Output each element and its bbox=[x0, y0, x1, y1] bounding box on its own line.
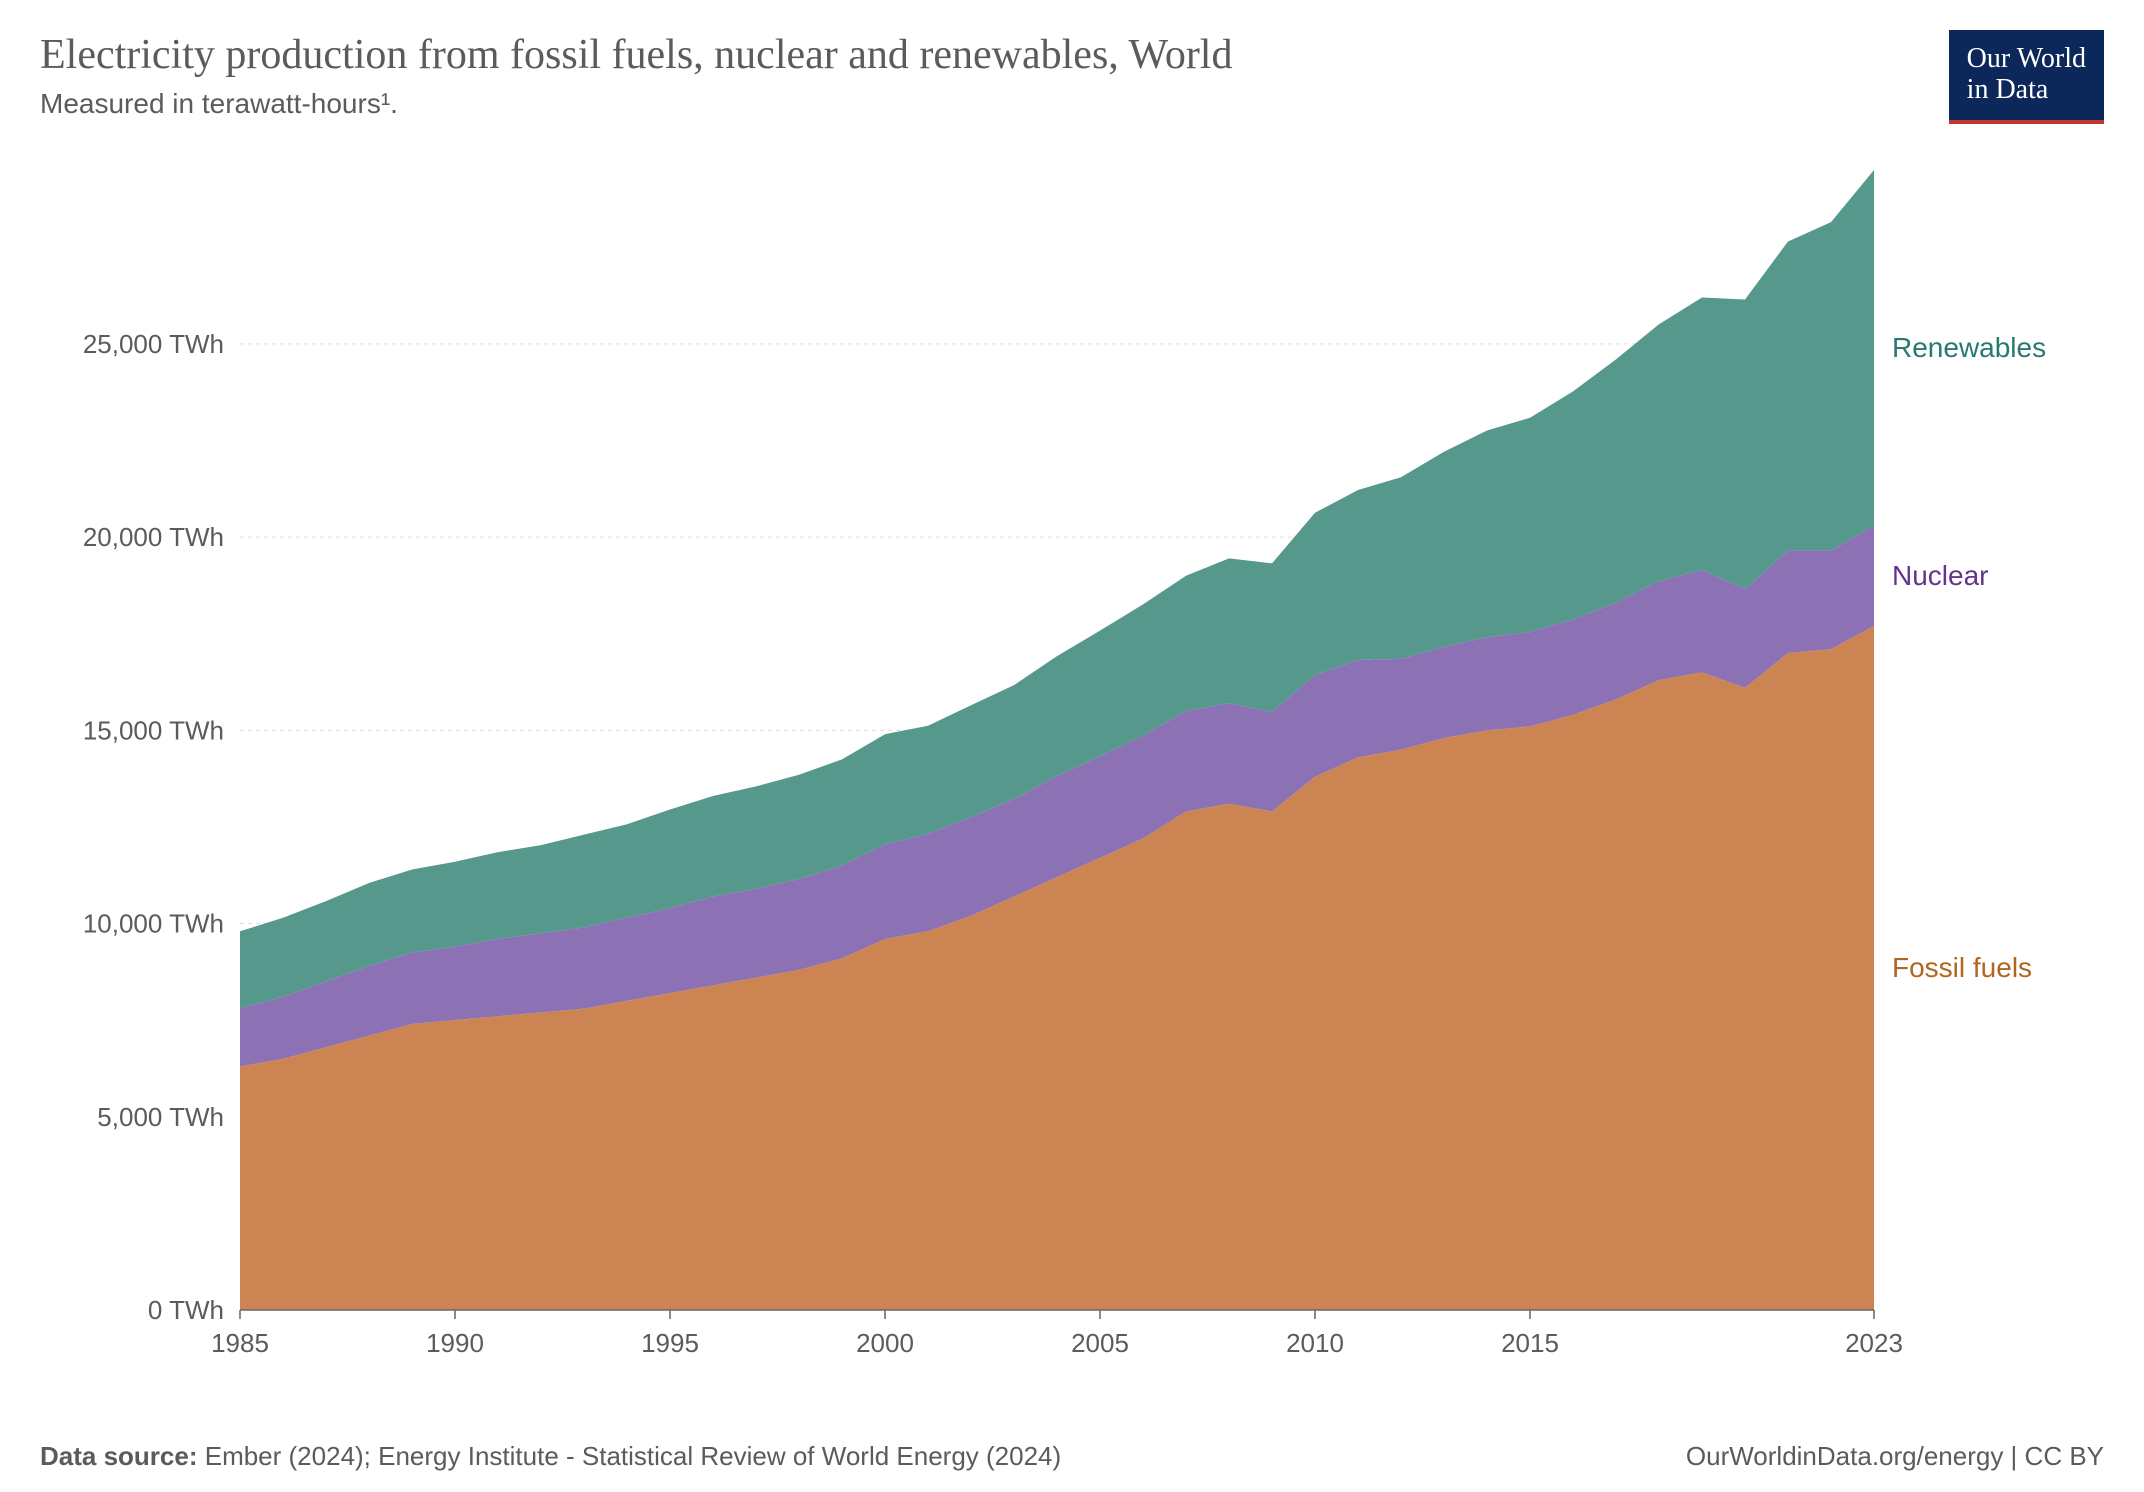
chart-header: Electricity production from fossil fuels… bbox=[40, 30, 2104, 120]
chart-title: Electricity production from fossil fuels… bbox=[40, 30, 2104, 80]
series-label-nuclear: Nuclear bbox=[1892, 560, 1988, 591]
x-tick-label: 2005 bbox=[1071, 1328, 1129, 1358]
series-label-fossil fuels: Fossil fuels bbox=[1892, 952, 2032, 983]
y-tick-label: 15,000 TWh bbox=[83, 716, 224, 746]
x-tick-label: 2010 bbox=[1286, 1328, 1344, 1358]
x-tick-label: 1985 bbox=[211, 1328, 269, 1358]
owid-logo: Our World in Data bbox=[1949, 30, 2104, 124]
x-tick-label: 2023 bbox=[1845, 1328, 1903, 1358]
x-tick-label: 2015 bbox=[1501, 1328, 1559, 1358]
chart-area: 0 TWh 5,000 TWh 10,000 TWh 15,000 TWh 20,000… bbox=[40, 140, 2104, 1380]
area-chart-svg: 0 TWh 5,000 TWh 10,000 TWh 15,000 TWh 20,000… bbox=[40, 140, 2104, 1380]
footer-source-label: Data source: bbox=[40, 1441, 198, 1471]
y-tick-label: 25,000 TWh bbox=[83, 329, 224, 359]
y-tick-label: 0 TWh bbox=[148, 1295, 224, 1325]
x-tick-label: 1990 bbox=[426, 1328, 484, 1358]
y-tick-label: 20,000 TWh bbox=[83, 523, 224, 553]
y-tick-label: 10,000 TWh bbox=[83, 909, 224, 939]
x-tick-label: 2000 bbox=[856, 1328, 914, 1358]
logo-line2: in Data bbox=[1967, 75, 2086, 106]
series-label-renewables: Renewables bbox=[1892, 332, 2046, 363]
y-tick-label: 5,000 TWh bbox=[97, 1102, 224, 1132]
chart-subtitle: Measured in terawatt-hours¹. bbox=[40, 88, 2104, 120]
logo-line1: Our World bbox=[1967, 44, 2086, 75]
x-tick-label: 1995 bbox=[641, 1328, 699, 1358]
footer-attribution: OurWorldinData.org/energy | CC BY bbox=[1686, 1441, 2104, 1472]
footer-source: Data source: Ember (2024); Energy Instit… bbox=[40, 1441, 1061, 1472]
footer-source-text: Ember (2024); Energy Institute - Statist… bbox=[198, 1441, 1062, 1471]
chart-footer: Data source: Ember (2024); Energy Instit… bbox=[40, 1441, 2104, 1472]
